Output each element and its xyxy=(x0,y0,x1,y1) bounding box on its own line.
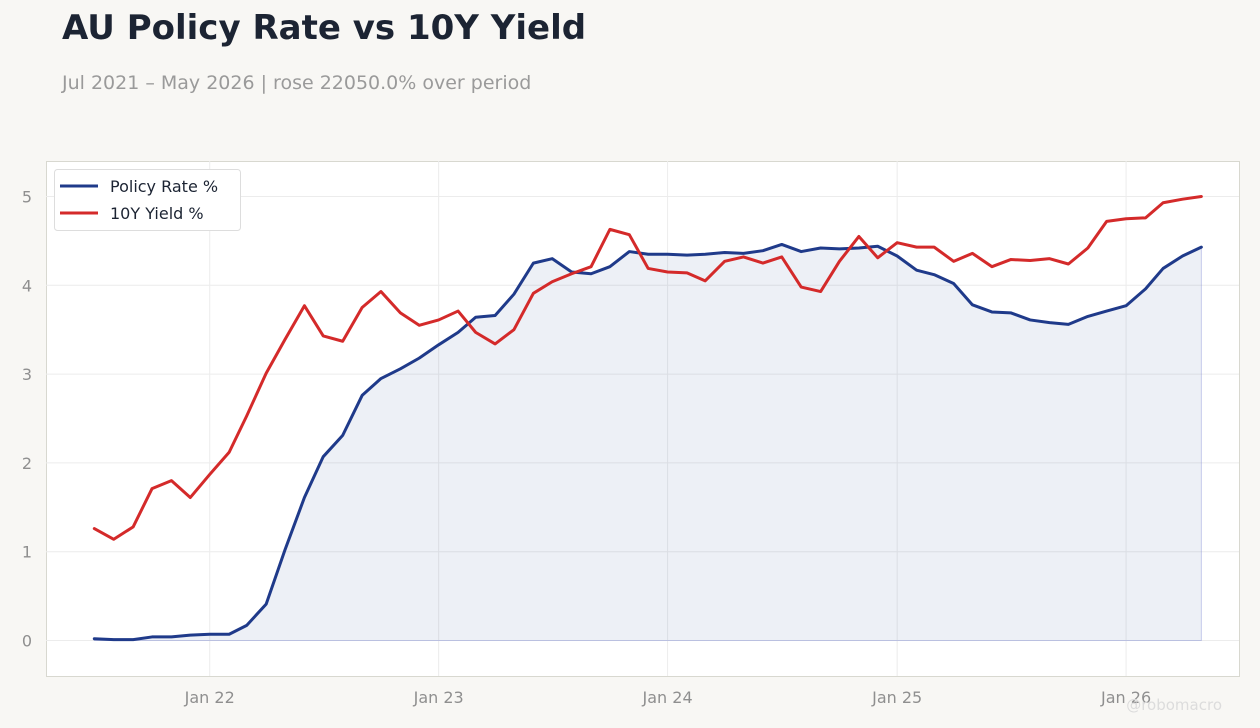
watermark: @robomacro xyxy=(1126,696,1222,714)
chart-title: AU Policy Rate vs 10Y Yield xyxy=(62,8,587,48)
legend-label-policy-rate: Policy Rate % xyxy=(110,177,218,196)
chart-subtitle: Jul 2021 – May 2026 | rose 22050.0% over… xyxy=(62,72,532,94)
x-tick-label: Jan 22 xyxy=(184,688,235,707)
y-tick-label: 4 xyxy=(22,276,32,295)
x-tick-label: Jan 26 xyxy=(1100,688,1151,707)
series-line-10y-yield xyxy=(92,195,1203,541)
legend-box xyxy=(54,169,241,231)
grid-lines xyxy=(46,161,1239,676)
axis-tick-labels: 0 1 2 3 4 5 Jan 22 Jan 23 Jan 24 Jan 25 Jan 26 xyxy=(22,188,1151,707)
y-tick-label: 1 xyxy=(22,543,32,562)
x-tick-label: Jan 23 xyxy=(413,688,464,707)
legend: Policy Rate % 10Y Yield % xyxy=(54,169,241,231)
y-tick-label: 0 xyxy=(22,631,32,650)
legend-label-10y-yield: 10Y Yield % xyxy=(110,204,204,223)
series-layer xyxy=(92,195,1203,642)
x-tick-label: Jan 24 xyxy=(642,688,693,707)
series-line-policy-rate xyxy=(92,242,1203,642)
x-tick-label: Jan 25 xyxy=(871,688,922,707)
y-tick-label: 5 xyxy=(22,188,32,207)
y-tick-label: 3 xyxy=(22,365,32,384)
y-tick-label: 2 xyxy=(22,454,32,473)
